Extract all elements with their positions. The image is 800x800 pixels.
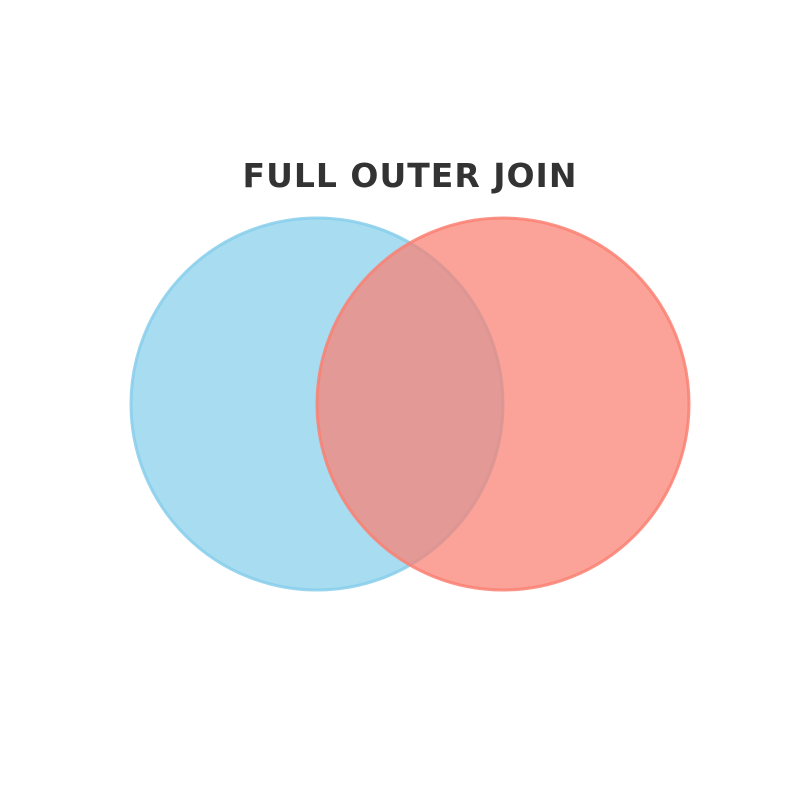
right-set-circle [315,216,691,592]
diagram-title: FULL OUTER JOIN [242,156,578,195]
